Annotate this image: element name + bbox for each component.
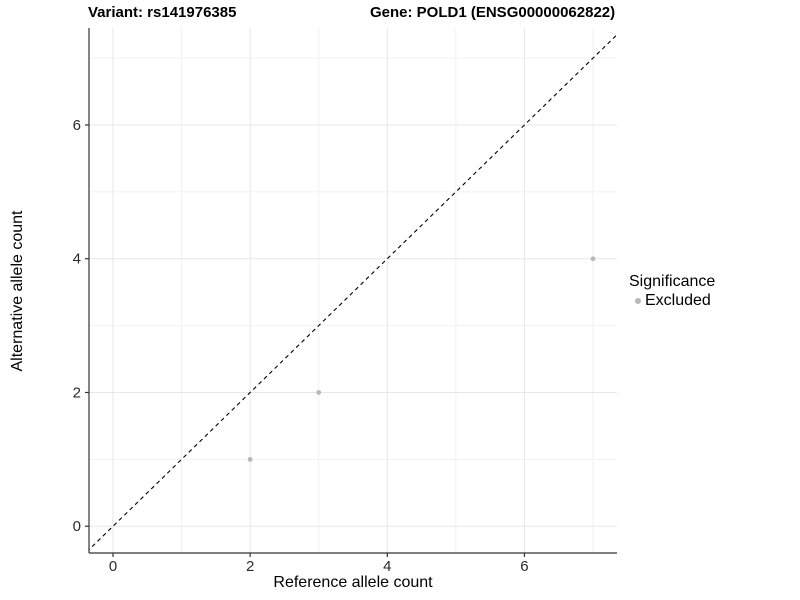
x-tick-label: 4 xyxy=(383,558,391,575)
variant-title: Variant: rs141976385 xyxy=(88,4,237,21)
data-point xyxy=(590,256,596,262)
x-tick-label: 0 xyxy=(109,558,117,575)
data-point xyxy=(247,456,253,462)
y-tick-label: 2 xyxy=(73,384,81,401)
legend-item-excluded: Excluded xyxy=(629,291,715,310)
legend-item-label: Excluded xyxy=(645,292,711,309)
legend-point-icon xyxy=(635,297,641,304)
x-tick-label: 6 xyxy=(520,558,528,575)
x-axis-label: Reference allele count xyxy=(273,574,433,591)
identity-line xyxy=(89,33,617,551)
data-point xyxy=(316,390,322,395)
y-axis-label: Alternative allele count xyxy=(9,210,26,372)
x-axis-label-wrap: Reference allele count xyxy=(0,574,706,592)
legend-title: Significance xyxy=(629,273,716,290)
legend: Significance Excluded xyxy=(629,272,715,310)
x-tick-label: 2 xyxy=(246,558,254,575)
y-tick-label: 4 xyxy=(73,251,81,268)
gene-title: Gene: POLD1 (ENSG00000062822) xyxy=(370,4,616,21)
y-tick-label: 0 xyxy=(73,518,81,535)
y-tick-label: 6 xyxy=(73,117,81,134)
